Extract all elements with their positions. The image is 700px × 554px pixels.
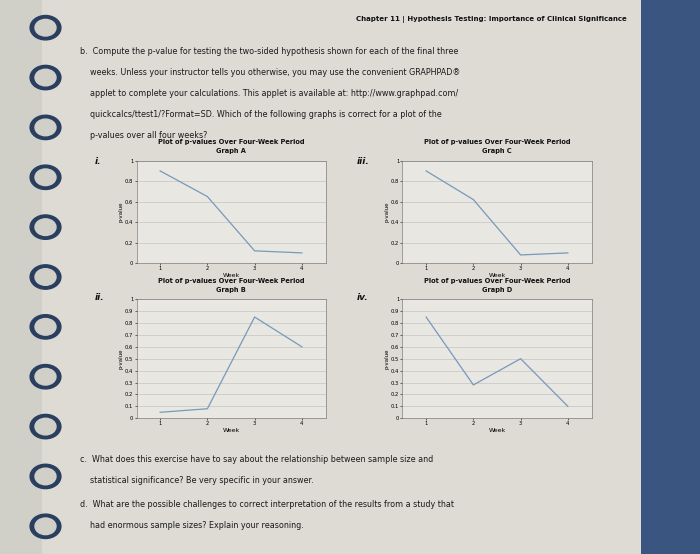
X-axis label: Week: Week [489, 428, 505, 433]
FancyBboxPatch shape [637, 0, 700, 554]
Circle shape [35, 468, 56, 485]
Text: Plot of p-values Over Four-Week Period: Plot of p-values Over Four-Week Period [424, 139, 570, 145]
Text: Plot of p-values Over Four-Week Period: Plot of p-values Over Four-Week Period [424, 278, 570, 284]
Circle shape [30, 16, 61, 40]
Circle shape [30, 464, 61, 489]
Circle shape [35, 19, 56, 36]
Circle shape [35, 319, 56, 335]
Circle shape [30, 514, 61, 538]
Circle shape [30, 115, 61, 140]
Text: Chapter 11 | Hypothesis Testing: Importance of Clinical Significance: Chapter 11 | Hypothesis Testing: Importa… [356, 16, 626, 23]
Circle shape [35, 518, 56, 535]
Circle shape [35, 219, 56, 235]
Circle shape [30, 265, 61, 289]
Text: d.  What are the possible challenges to correct interpretation of the results fr: d. What are the possible challenges to c… [80, 500, 454, 509]
X-axis label: Week: Week [223, 273, 239, 278]
Circle shape [35, 69, 56, 86]
Circle shape [35, 269, 56, 285]
Y-axis label: p-value: p-value [384, 202, 389, 222]
Circle shape [30, 414, 61, 439]
Text: quickcalcs/ttest1/?Format=SD. Which of the following graphs is correct for a plo: quickcalcs/ttest1/?Format=SD. Which of t… [80, 110, 442, 119]
Text: c.  What does this exercise have to say about the relationship between sample si: c. What does this exercise have to say a… [80, 455, 434, 464]
Circle shape [35, 368, 56, 385]
Y-axis label: p-value: p-value [118, 202, 123, 222]
Text: Graph B: Graph B [216, 286, 246, 293]
Text: Plot of p-values Over Four-Week Period: Plot of p-values Over Four-Week Period [158, 278, 304, 284]
Text: statistical significance? Be very specific in your answer.: statistical significance? Be very specif… [80, 476, 314, 485]
FancyBboxPatch shape [42, 0, 640, 554]
Circle shape [30, 165, 61, 189]
Text: weeks. Unless your instructor tells you otherwise, you may use the convenient GR: weeks. Unless your instructor tells you … [80, 68, 461, 77]
Circle shape [30, 365, 61, 389]
Text: i.: i. [94, 157, 101, 166]
Text: ii.: ii. [94, 293, 104, 302]
Text: applet to complete your calculations. This applet is available at: http://www.gr: applet to complete your calculations. Th… [80, 89, 458, 98]
X-axis label: Week: Week [489, 273, 505, 278]
Text: iii.: iii. [357, 157, 370, 166]
Y-axis label: p-value: p-value [118, 348, 123, 369]
Text: iv.: iv. [357, 293, 369, 302]
Circle shape [35, 169, 56, 186]
Text: Plot of p-values Over Four-Week Period: Plot of p-values Over Four-Week Period [158, 139, 304, 145]
Text: Graph A: Graph A [216, 148, 246, 154]
Circle shape [30, 315, 61, 339]
X-axis label: Week: Week [223, 428, 239, 433]
Circle shape [30, 215, 61, 239]
Text: p-values over all four weeks?: p-values over all four weeks? [80, 131, 208, 140]
Text: Graph D: Graph D [482, 286, 512, 293]
Text: had enormous sample sizes? Explain your reasoning.: had enormous sample sizes? Explain your … [80, 521, 304, 530]
Y-axis label: p-value: p-value [384, 348, 389, 369]
Circle shape [30, 65, 61, 90]
Text: b.  Compute the p-value for testing the two-sided hypothesis shown for each of t: b. Compute the p-value for testing the t… [80, 47, 459, 56]
Circle shape [35, 119, 56, 136]
Circle shape [35, 418, 56, 435]
Text: Graph C: Graph C [482, 148, 512, 154]
